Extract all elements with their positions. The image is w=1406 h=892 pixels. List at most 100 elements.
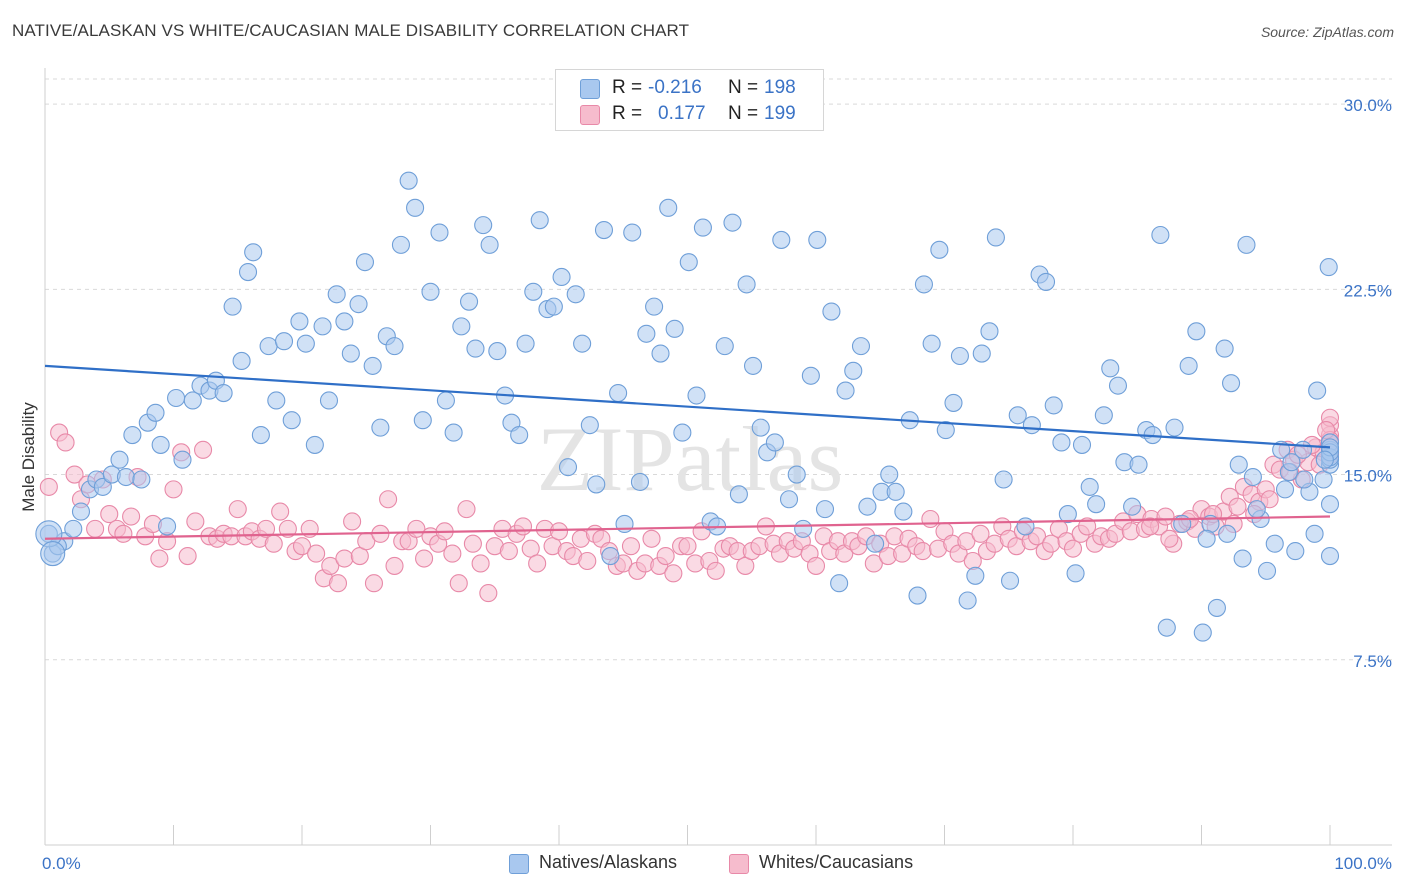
white-point bbox=[114, 524, 133, 543]
native-point bbox=[1229, 455, 1248, 474]
white-point bbox=[271, 502, 290, 521]
native-point bbox=[1215, 339, 1234, 358]
native-point bbox=[430, 223, 449, 242]
white-point bbox=[656, 547, 675, 566]
native-point bbox=[421, 282, 440, 301]
y-tick-label: 15.0% bbox=[1344, 467, 1392, 486]
white-point bbox=[1027, 527, 1047, 546]
y-tick-label: 22.5% bbox=[1344, 281, 1392, 300]
native-point bbox=[737, 275, 756, 294]
native-point bbox=[1319, 258, 1338, 277]
native-point bbox=[173, 450, 192, 469]
regression-line-whites bbox=[44, 515, 1331, 540]
native-point bbox=[158, 517, 177, 536]
native-point bbox=[1218, 524, 1237, 543]
white-point bbox=[278, 519, 297, 538]
native-point bbox=[1016, 517, 1035, 536]
native-point bbox=[880, 465, 899, 484]
native-point bbox=[886, 482, 905, 501]
native-point bbox=[858, 497, 877, 516]
native-point bbox=[132, 470, 151, 489]
white-point bbox=[971, 524, 990, 543]
native-point bbox=[836, 381, 855, 400]
native-point bbox=[743, 356, 763, 375]
native-point bbox=[914, 275, 933, 294]
native-point bbox=[994, 470, 1013, 489]
native-point bbox=[510, 425, 529, 445]
y-axis-label: Male Disability bbox=[19, 402, 38, 512]
native-point bbox=[267, 391, 286, 410]
native-point bbox=[474, 216, 493, 235]
native-point bbox=[980, 322, 999, 341]
native-point bbox=[665, 319, 684, 338]
white-point bbox=[307, 544, 326, 563]
native-point bbox=[566, 285, 585, 304]
legend-swatch-pink bbox=[580, 105, 600, 125]
native-point bbox=[651, 344, 670, 363]
native-point bbox=[1008, 406, 1027, 425]
native-point bbox=[936, 421, 955, 440]
native-point bbox=[580, 416, 599, 435]
native-point bbox=[110, 450, 129, 469]
native-point bbox=[630, 472, 650, 492]
white-point bbox=[150, 549, 169, 568]
native-point bbox=[623, 223, 642, 242]
y-tick-label: 7.5% bbox=[1353, 652, 1392, 671]
white-point bbox=[321, 556, 340, 575]
native-point bbox=[1087, 495, 1106, 514]
native-point bbox=[1247, 500, 1266, 519]
x-tick-label: 100.0% bbox=[1334, 854, 1392, 873]
bottom-legend-swatch-pink bbox=[729, 854, 749, 874]
native-point bbox=[1022, 416, 1041, 435]
white-point bbox=[292, 537, 312, 556]
native-point bbox=[1101, 359, 1120, 378]
native-point bbox=[1094, 406, 1113, 425]
white-point bbox=[479, 584, 498, 603]
white-point bbox=[335, 549, 354, 568]
native-point bbox=[772, 230, 791, 249]
white-point bbox=[642, 529, 661, 548]
native-point bbox=[371, 418, 390, 437]
native-point bbox=[830, 574, 849, 593]
series-natives-alaskans bbox=[35, 171, 1340, 642]
white-point bbox=[164, 480, 183, 499]
native-point bbox=[466, 339, 485, 358]
white-point bbox=[499, 542, 518, 561]
native-point bbox=[822, 302, 841, 321]
native-point bbox=[1072, 435, 1092, 454]
white-point bbox=[471, 554, 490, 573]
native-point bbox=[341, 344, 360, 363]
native-point bbox=[894, 502, 913, 521]
native-point bbox=[363, 356, 382, 375]
native-point bbox=[659, 198, 678, 217]
native-point bbox=[679, 253, 698, 272]
native-point bbox=[64, 519, 83, 538]
native-point bbox=[214, 384, 233, 403]
white-point bbox=[264, 534, 283, 553]
native-point bbox=[1000, 571, 1020, 590]
native-point bbox=[399, 171, 418, 190]
native-point bbox=[851, 337, 871, 356]
native-point bbox=[232, 351, 251, 370]
white-point bbox=[443, 544, 462, 563]
native-point bbox=[558, 458, 578, 477]
native-point bbox=[1207, 598, 1226, 617]
white-point bbox=[1156, 507, 1175, 526]
native-point bbox=[723, 213, 742, 232]
native-point bbox=[167, 388, 186, 408]
native-point bbox=[958, 591, 977, 610]
native-point bbox=[282, 411, 301, 430]
white-point bbox=[385, 556, 404, 575]
chart-title: NATIVE/ALASKAN VS WHITE/CAUCASIAN MALE D… bbox=[12, 21, 690, 40]
white-point bbox=[56, 433, 75, 452]
native-point bbox=[645, 297, 664, 316]
native-point bbox=[183, 391, 202, 410]
bottom-legend-label: Whites/Caucasians bbox=[759, 852, 914, 872]
source-label: Source: ZipAtlas.com bbox=[1260, 24, 1394, 40]
white-point bbox=[39, 477, 58, 496]
native-point bbox=[1193, 623, 1212, 642]
legend-r-label: R = bbox=[612, 103, 643, 124]
native-point bbox=[349, 295, 368, 314]
native-point bbox=[459, 292, 479, 311]
legend-r-value: -0.216 bbox=[648, 77, 702, 98]
